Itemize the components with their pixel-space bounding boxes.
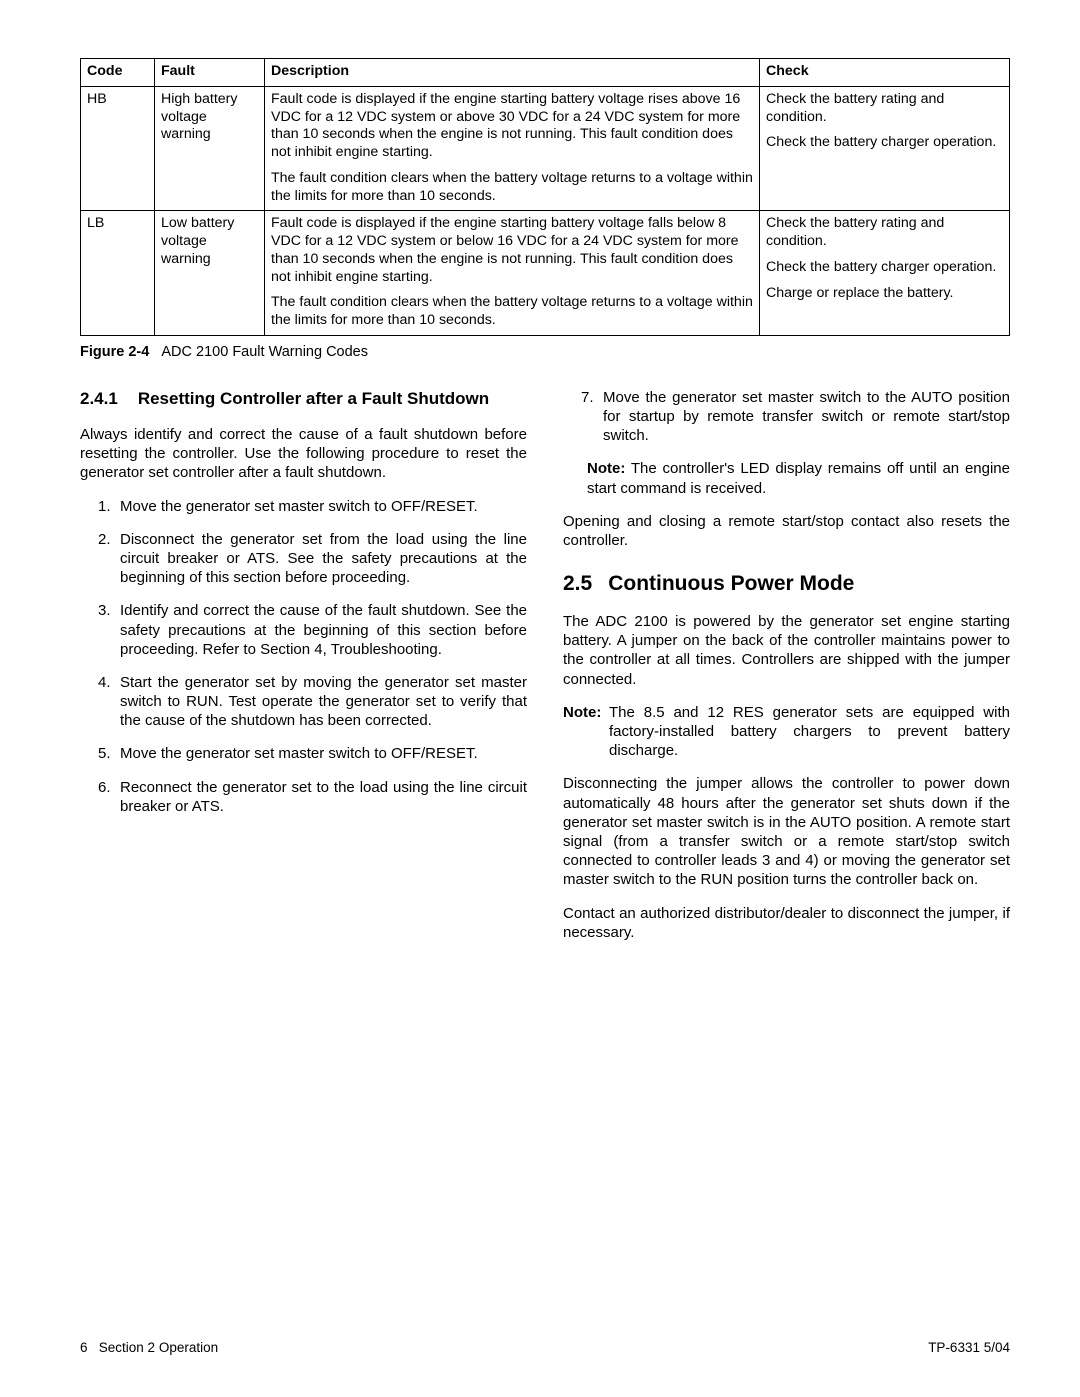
body-paragraph: Disconnecting the jumper allows the cont… — [563, 774, 1010, 889]
check-line: Check the battery charger operation. — [766, 134, 1003, 152]
fault-codes-table: Code Fault Description Check HB High bat… — [80, 58, 1010, 336]
table-row: HB High battery voltage warning Fault co… — [81, 86, 1010, 211]
reset-steps-list-cont: 7.Move the generator set master switch t… — [581, 388, 1010, 446]
closing-paragraph: Opening and closing a remote start/stop … — [563, 512, 1010, 550]
check-line: Charge or replace the battery. — [766, 285, 1003, 303]
desc-para: The fault condition clears when the batt… — [271, 294, 753, 330]
step-text: Reconnect the generator set to the load … — [120, 779, 527, 815]
heading-2-5: 2.5 Continuous Power Mode — [563, 572, 1010, 596]
footer-left: 6 Section 2 Operation — [80, 1340, 218, 1355]
th-desc: Description — [265, 59, 760, 87]
page-footer: 6 Section 2 Operation TP-6331 5/04 — [80, 1340, 1010, 1355]
list-item: 4.Start the generator set by moving the … — [98, 673, 527, 731]
cell-fault: Low battery voltage warning — [155, 211, 265, 336]
reset-steps-list: 1.Move the generator set master switch t… — [98, 497, 527, 816]
figure-caption: Figure 2-4 ADC 2100 Fault Warning Codes — [80, 344, 1010, 360]
figure-label: Figure 2-4 — [80, 344, 149, 360]
table-header-row: Code Fault Description Check — [81, 59, 1010, 87]
table-row: LB Low battery voltage warning Fault cod… — [81, 211, 1010, 336]
right-column: 7.Move the generator set master switch t… — [563, 388, 1010, 956]
step-text: Start the generator set by moving the ge… — [120, 674, 527, 729]
th-check: Check — [760, 59, 1010, 87]
cell-desc: Fault code is displayed if the engine st… — [265, 211, 760, 336]
body-paragraph: Contact an authorized distributor/dealer… — [563, 904, 1010, 942]
heading-number: 2.5 — [563, 572, 592, 596]
heading-2-4-1: 2.4.1 Resetting Controller after a Fault… — [80, 388, 527, 409]
note-text: The 8.5 and 12 RES generator sets are eq… — [609, 704, 1010, 759]
step-text: Move the generator set master switch to … — [120, 745, 478, 762]
cell-code: LB — [81, 211, 155, 336]
check-line: Check the battery rating and condition. — [766, 91, 1003, 127]
section-label: Section 2 Operation — [99, 1340, 218, 1355]
th-code: Code — [81, 59, 155, 87]
cell-desc: Fault code is displayed if the engine st… — [265, 86, 760, 211]
step-text: Disconnect the generator set from the lo… — [120, 531, 527, 586]
list-item: 6.Reconnect the generator set to the loa… — [98, 778, 527, 816]
body-paragraph: The ADC 2100 is powered by the generator… — [563, 612, 1010, 689]
list-item: 5.Move the generator set master switch t… — [98, 744, 527, 763]
heading-title: Resetting Controller after a Fault Shutd… — [138, 388, 527, 409]
intro-paragraph: Always identify and correct the cause of… — [80, 425, 527, 483]
heading-number: 2.4.1 — [80, 388, 118, 409]
step-text: Identify and correct the cause of the fa… — [120, 602, 527, 657]
desc-para: Fault code is displayed if the engine st… — [271, 91, 753, 162]
footer-right: TP-6331 5/04 — [928, 1340, 1010, 1355]
list-item: 1.Move the generator set master switch t… — [98, 497, 527, 516]
page-number: 6 — [80, 1340, 88, 1355]
cell-check: Check the battery rating and condition. … — [760, 86, 1010, 211]
desc-para: Fault code is displayed if the engine st… — [271, 215, 753, 286]
note-block: Note: The 8.5 and 12 RES generator sets … — [563, 703, 1010, 761]
step-text: Move the generator set master switch to … — [603, 389, 1010, 444]
cell-code: HB — [81, 86, 155, 211]
list-item: 3.Identify and correct the cause of the … — [98, 601, 527, 659]
cell-fault: High battery voltage warning — [155, 86, 265, 211]
list-item: 7.Move the generator set master switch t… — [581, 388, 1010, 446]
note-block: Note: The controller's LED display remai… — [587, 459, 1010, 497]
desc-para: The fault condition clears when the batt… — [271, 170, 753, 206]
note-label: Note: — [563, 703, 601, 722]
th-fault: Fault — [155, 59, 265, 87]
list-item: 2.Disconnect the generator set from the … — [98, 530, 527, 588]
figure-text: ADC 2100 Fault Warning Codes — [161, 344, 368, 360]
step-text: Move the generator set master switch to … — [120, 498, 478, 515]
heading-title: Continuous Power Mode — [608, 572, 854, 596]
check-line: Check the battery charger operation. — [766, 259, 1003, 277]
cell-check: Check the battery rating and condition. … — [760, 211, 1010, 336]
left-column: 2.4.1 Resetting Controller after a Fault… — [80, 388, 527, 956]
check-line: Check the battery rating and condition. — [766, 215, 1003, 251]
note-label: Note: — [587, 460, 625, 477]
note-text: The controller's LED display remains off… — [587, 460, 1010, 496]
